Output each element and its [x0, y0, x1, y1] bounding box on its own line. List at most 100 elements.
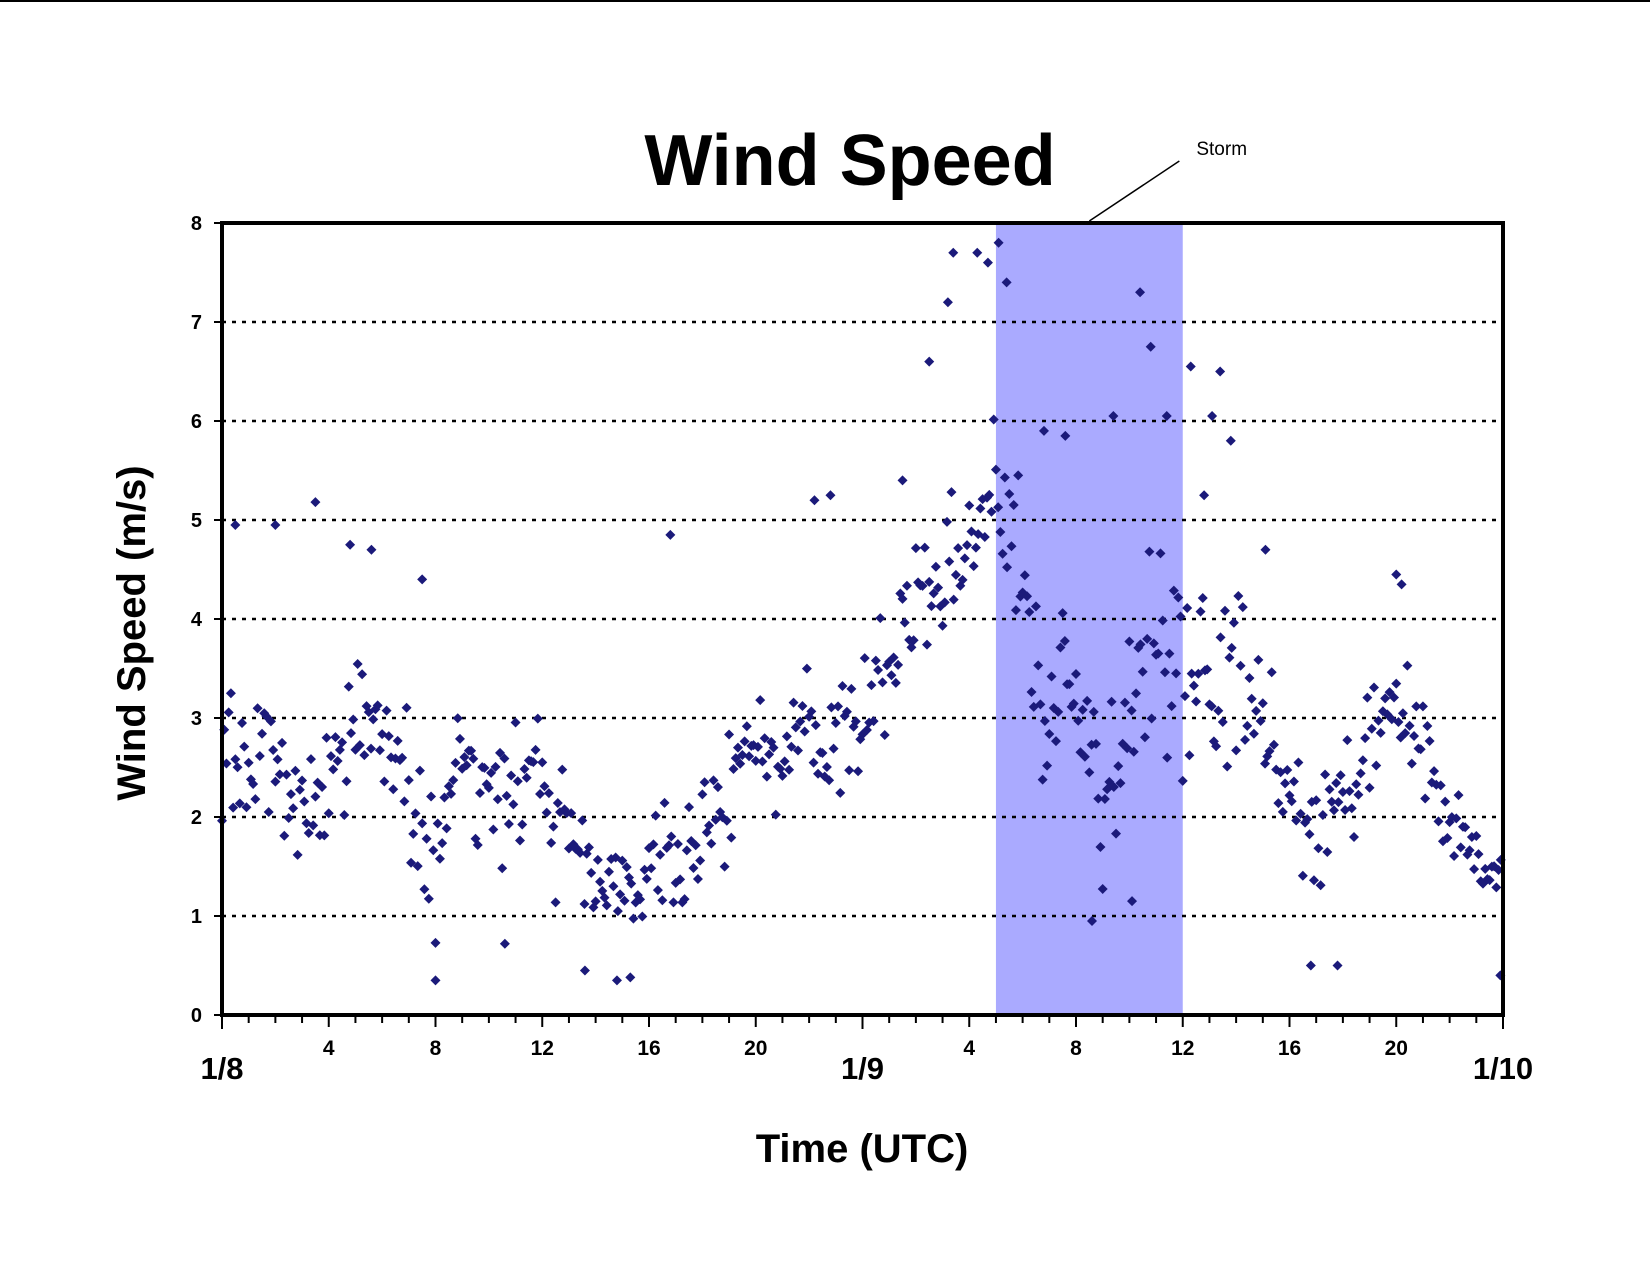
data-point: [426, 791, 437, 802]
data-point: [1308, 875, 1319, 886]
data-point: [1346, 803, 1357, 814]
data-point: [381, 705, 392, 716]
data-point: [543, 788, 554, 799]
data-point: [1182, 602, 1193, 613]
data-point: [243, 757, 254, 768]
data-point: [472, 839, 483, 850]
data-point: [879, 729, 890, 740]
data-point: [619, 895, 630, 906]
data-point: [1159, 667, 1170, 678]
data-point: [339, 810, 350, 821]
data-point: [590, 896, 601, 907]
data-point: [254, 751, 265, 762]
data-point: [1088, 706, 1099, 717]
data-point: [595, 876, 606, 887]
x-tick-label: 16: [1278, 1037, 1301, 1060]
data-point: [535, 789, 546, 800]
x-tick-label: 12: [1171, 1037, 1194, 1060]
data-point: [1164, 648, 1175, 659]
data-point: [1215, 632, 1226, 643]
data-point: [414, 765, 425, 776]
data-point: [1002, 562, 1013, 573]
data-point: [732, 742, 743, 753]
data-point: [821, 761, 832, 772]
data-point: [655, 849, 666, 860]
data-point: [1440, 796, 1451, 807]
data-point: [412, 861, 423, 872]
data-point: [299, 796, 310, 807]
data-point: [1422, 721, 1433, 732]
data-point: [617, 855, 628, 866]
data-point: [953, 543, 964, 554]
data-point: [1371, 760, 1382, 771]
data-point: [1199, 490, 1210, 501]
data-point: [1224, 652, 1235, 663]
data-point: [1417, 701, 1428, 712]
data-point: [323, 808, 334, 819]
x-tick-label: 8: [430, 1037, 442, 1060]
data-point: [272, 754, 283, 765]
data-point: [592, 854, 603, 865]
data-point: [761, 771, 772, 782]
data-point: [641, 873, 652, 884]
data-point: [1366, 723, 1377, 734]
data-point: [1022, 591, 1033, 602]
data-point: [579, 965, 590, 976]
data-point: [942, 516, 953, 527]
data-point: [930, 561, 941, 572]
data-point: [450, 757, 461, 768]
data-point: [1324, 784, 1335, 795]
data-point: [1039, 716, 1050, 727]
data-point: [1093, 793, 1104, 804]
data-point: [1435, 780, 1446, 791]
data-point: [1317, 810, 1328, 821]
data-point: [972, 247, 983, 258]
data-point: [417, 818, 428, 829]
data-point: [806, 706, 817, 717]
data-point: [1082, 695, 1093, 706]
data-point: [1111, 828, 1122, 839]
y-axis-title: Wind Speed (m/s): [110, 465, 154, 800]
data-point: [615, 889, 626, 900]
data-point: [305, 754, 316, 765]
data-point: [1305, 960, 1316, 971]
data-point: [430, 975, 441, 986]
data-point: [1108, 411, 1119, 422]
data-point: [1179, 691, 1190, 702]
data-point: [1442, 832, 1453, 843]
data-point: [443, 781, 454, 792]
data-point: [1185, 361, 1196, 372]
data-point: [1260, 544, 1271, 555]
data-point: [399, 796, 410, 807]
x-tick-label: 20: [1385, 1037, 1408, 1060]
data-point: [770, 809, 781, 820]
x-tick-label: 20: [744, 1037, 767, 1060]
data-point: [962, 540, 973, 551]
data-point: [1077, 704, 1088, 715]
data-points: [217, 237, 1506, 986]
data-point: [975, 503, 986, 514]
data-point: [1222, 761, 1233, 772]
data-point: [665, 529, 676, 540]
data-point: [988, 414, 999, 425]
data-point: [1455, 842, 1466, 853]
data-point: [999, 472, 1010, 483]
data-point: [1469, 864, 1480, 875]
data-point: [866, 680, 877, 691]
data-point: [1251, 705, 1262, 716]
data-point: [1106, 696, 1117, 707]
data-point: [741, 721, 752, 732]
data-point: [1273, 798, 1284, 809]
data-point: [1001, 277, 1012, 288]
data-point: [853, 766, 864, 777]
data-point: [886, 670, 897, 681]
data-point: [1079, 751, 1090, 762]
data-point: [517, 819, 528, 830]
data-point: [650, 810, 661, 821]
data-point: [841, 706, 852, 717]
data-point: [993, 502, 1004, 513]
data-point: [695, 855, 706, 866]
data-point: [1491, 882, 1502, 893]
data-point: [648, 839, 659, 850]
data-point: [1322, 846, 1333, 857]
